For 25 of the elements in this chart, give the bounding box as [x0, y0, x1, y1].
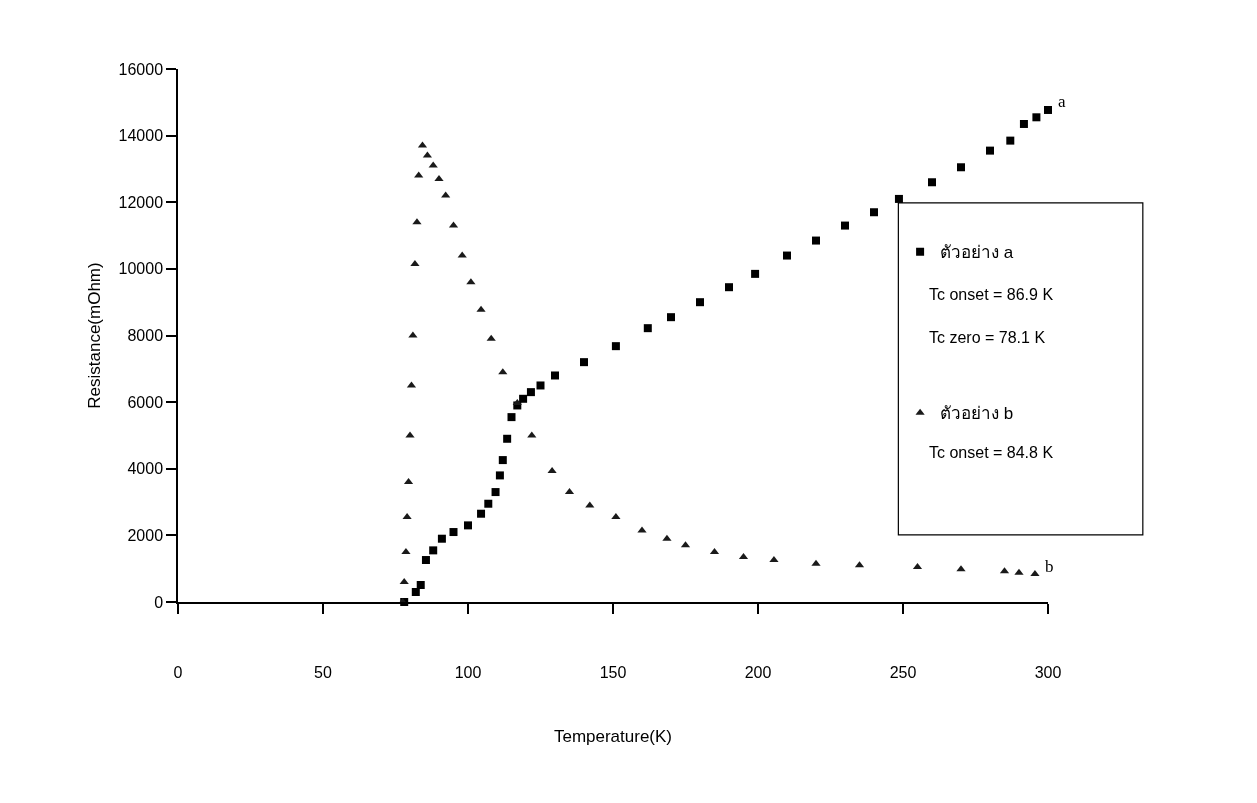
x-tick-label: 0 — [173, 663, 183, 681]
x-tick-label: 100 — [454, 663, 482, 681]
y-tick-label: 12000 — [118, 193, 164, 211]
legend-label: ตัวอย่าง b — [940, 404, 1014, 424]
y-tick-label: 16000 — [118, 60, 164, 78]
y-axis-title: Resistance(mOhm) — [84, 262, 104, 409]
y-tick-label: 6000 — [127, 393, 164, 411]
annotation: Tc onset = 86.9 K — [929, 286, 1054, 303]
x-axis-title: Temperature(K) — [553, 726, 673, 746]
annotation: a — [1058, 92, 1066, 111]
y-tick-label: 2000 — [127, 526, 164, 544]
y-tick-label: 10000 — [118, 260, 164, 278]
annotation: Tc onset = 84.8 K — [929, 444, 1054, 461]
y-tick-label: 8000 — [127, 327, 164, 345]
x-tick-label: 50 — [314, 663, 332, 681]
y-tick-label: 0 — [154, 593, 164, 611]
x-tick-label: 200 — [744, 663, 772, 681]
x-tick-label: 250 — [889, 663, 917, 681]
annotation: b — [1045, 557, 1054, 576]
legend-label: ตัวอย่าง a — [940, 243, 1014, 263]
x-tick-label: 300 — [1034, 663, 1062, 681]
x-tick-label: 150 — [599, 663, 627, 681]
annotation: Tc zero = 78.1 K — [929, 329, 1046, 346]
y-tick-label: 4000 — [127, 460, 164, 478]
y-tick-label: 14000 — [118, 127, 164, 145]
